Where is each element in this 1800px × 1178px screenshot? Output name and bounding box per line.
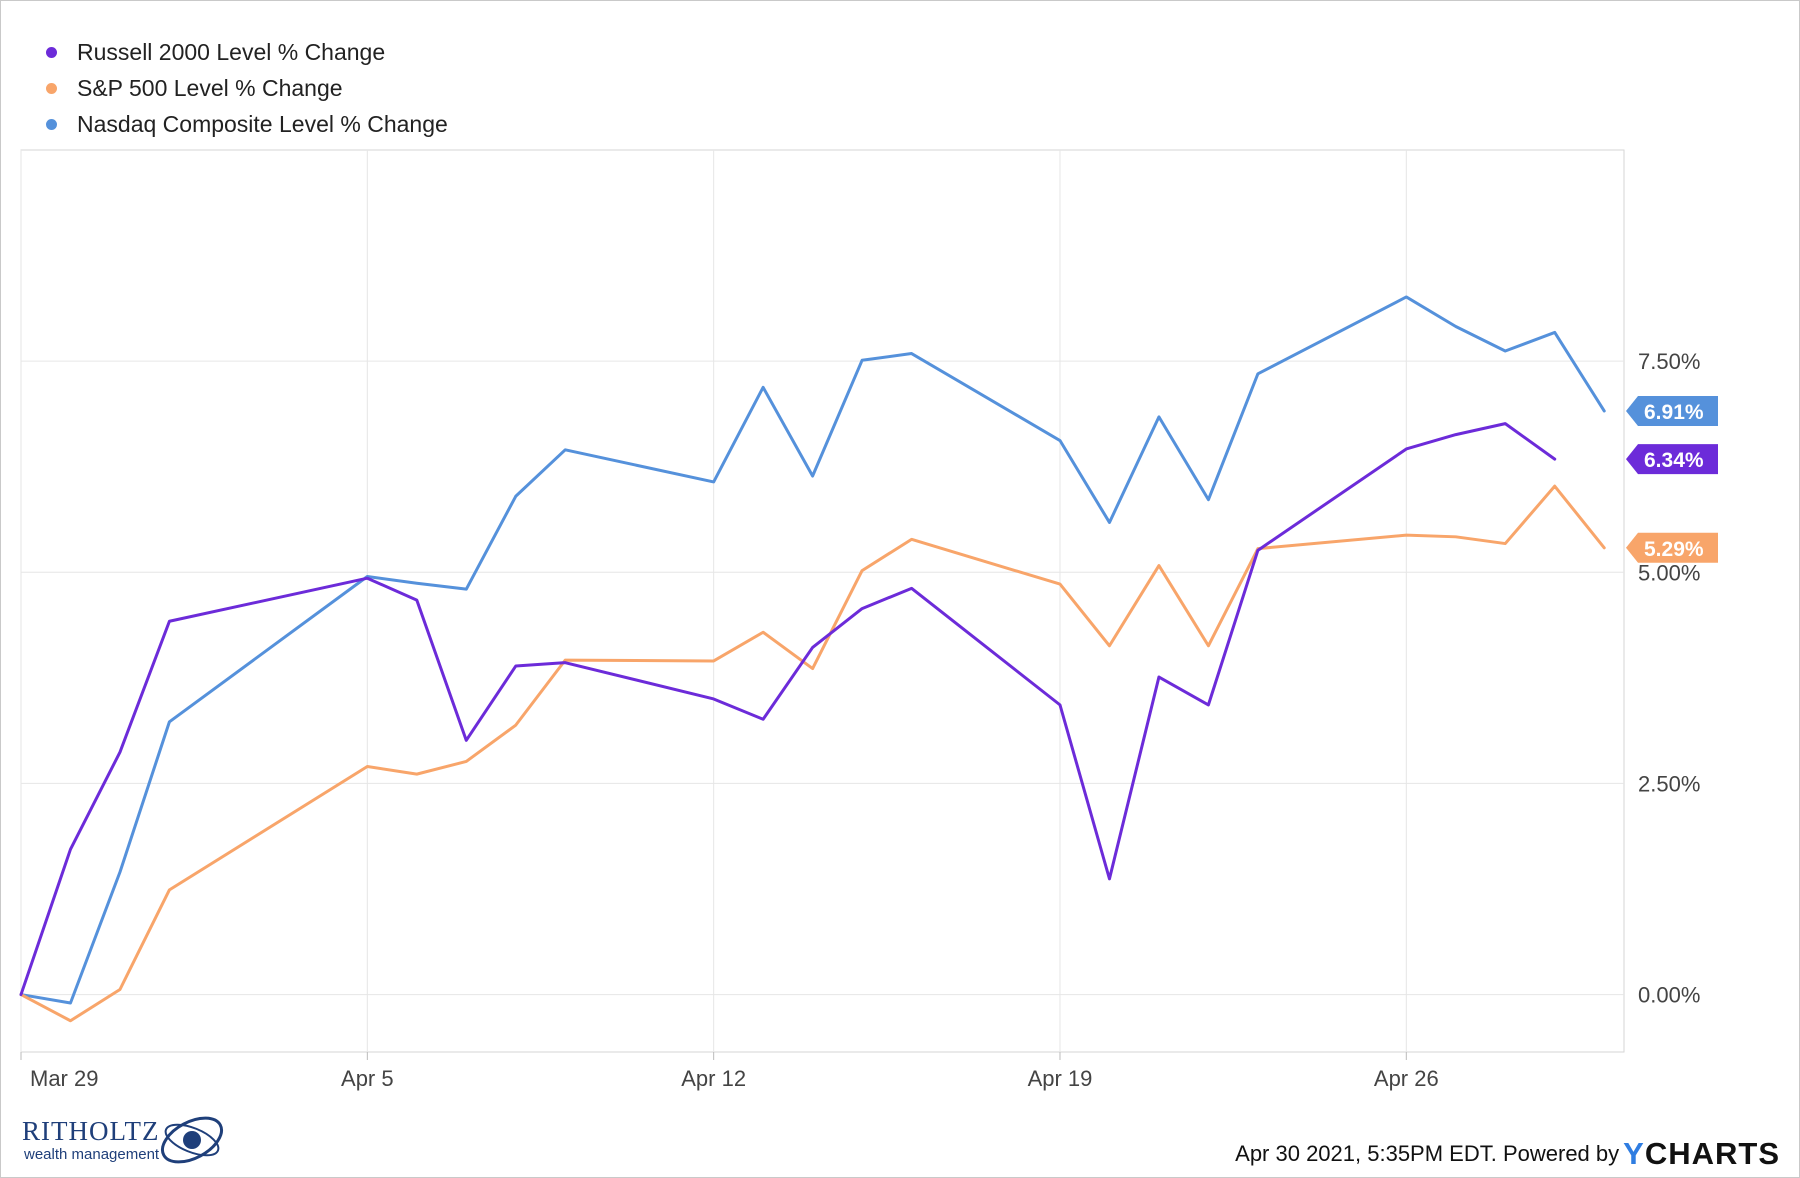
ycharts-logo[interactable]: YCHARTS [1623,1136,1780,1172]
ycharts-logo-y: Y [1623,1136,1645,1171]
x-tick-label: Apr 19 [1028,1066,1093,1091]
legend-item-russell[interactable]: Russell 2000 Level % Change [46,34,448,70]
legend-marker [46,46,57,58]
x-tick-label: Apr 26 [1374,1066,1439,1091]
end-value-flag [1626,395,1718,426]
legend-item-nasdaq[interactable]: Nasdaq Composite Level % Change [46,106,448,142]
end-value-label: 5.29% [1644,538,1704,561]
x-tick-label: Mar 29 [30,1066,98,1091]
x-tick-label: Apr 12 [681,1066,746,1091]
legend-label: Nasdaq Composite Level % Change [77,110,448,137]
legend-label: S&P 500 Level % Change [77,74,343,101]
end-value-flag [1626,444,1718,475]
series-line[interactable] [19,484,1606,1023]
x-tick-label: Apr 5 [341,1066,394,1091]
y-tick-label: 0.00% [1638,983,1700,1008]
ritholtz-logo: RITHOLTZ wealth management [22,1112,223,1166]
logo-name: RITHOLTZ [22,1116,160,1146]
logo-globe-icon [161,1116,223,1164]
legend-item-sp500[interactable]: S&P 500 Level % Change [46,70,448,106]
footer: Apr 30 2021, 5:35PM EDT. Powered by YCHA… [1235,1136,1780,1172]
end-value-label: 6.91% [1644,401,1704,424]
legend: Russell 2000 Level % Change S&P 500 Leve… [46,34,448,142]
y-tick-label: 5.00% [1638,560,1700,585]
series-line[interactable] [19,295,1606,1005]
end-value-flag [1626,532,1718,563]
ycharts-logo-text: CHARTS [1644,1136,1780,1171]
end-value-label: 6.34% [1644,449,1704,472]
y-tick-label: 2.50% [1638,771,1700,796]
logo-subtitle: wealth management [24,1146,160,1163]
legend-marker [46,118,57,130]
footer-timestamp: Apr 30 2021, 5:35PM EDT. Powered by [1235,1141,1620,1166]
legend-marker [46,82,57,94]
series-line[interactable] [19,422,1557,997]
y-tick-label: 7.50% [1638,349,1700,374]
legend-label: Russell 2000 Level % Change [77,38,386,65]
